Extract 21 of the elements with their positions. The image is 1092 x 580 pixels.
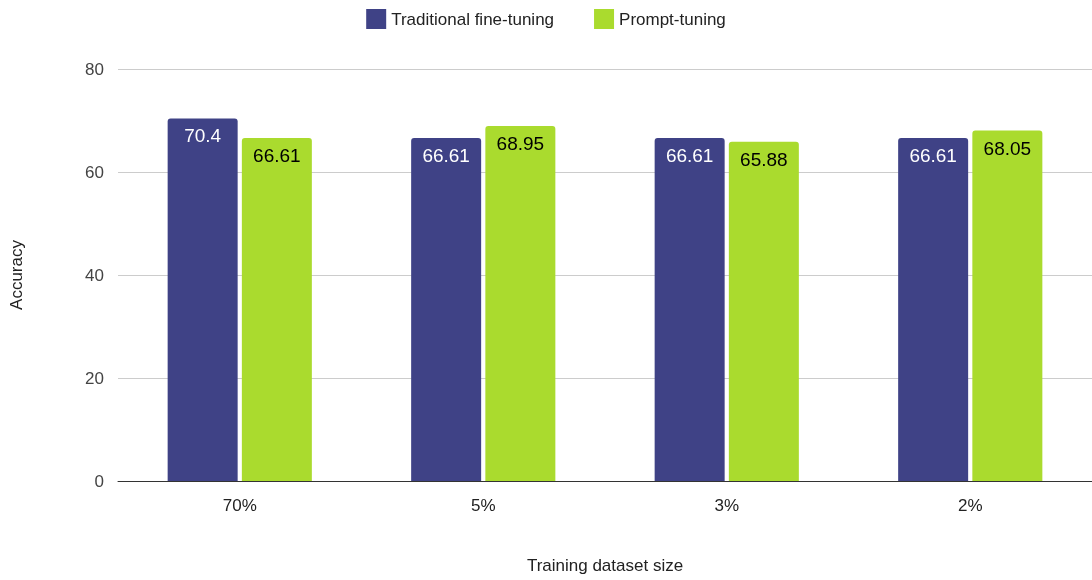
data-label: 66.61 [909, 144, 957, 166]
data-label: 68.05 [983, 137, 1032, 159]
data-label: 70.4 [184, 125, 222, 147]
y-tick-label: 80 [85, 59, 104, 79]
x-tick-label: 3% [714, 496, 740, 515]
y-tick-label: 40 [85, 265, 104, 285]
legend-label: Prompt-tuning [619, 9, 726, 29]
data-label: 68.95 [496, 132, 545, 154]
x-tick-label: 5% [470, 496, 496, 515]
x-tick-label: 2% [957, 496, 983, 515]
legend-label: Traditional fine-tuning [391, 9, 555, 29]
x-axis-title: Training dataset size [526, 556, 684, 575]
x-tick-label: 70% [222, 496, 257, 515]
data-label: 65.88 [740, 148, 788, 170]
y-tick-label: 20 [85, 368, 104, 388]
data-label: 66.61 [253, 144, 301, 166]
data-label: 66.61 [665, 144, 714, 166]
data-label: 66.61 [422, 144, 470, 166]
y-tick-label: 0 [94, 471, 104, 491]
y-axis-title: Accuracy [7, 239, 26, 310]
y-tick-label: 60 [85, 162, 104, 182]
